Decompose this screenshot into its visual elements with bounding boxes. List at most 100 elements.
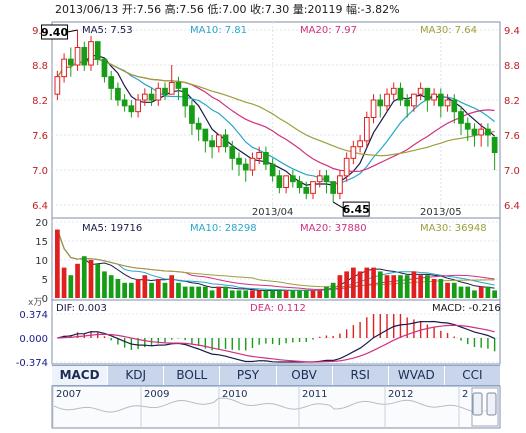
volume-bar [236, 290, 242, 298]
volume-bar [115, 279, 121, 298]
volume-y-ticks: 20 15 10 5 0 [35, 218, 48, 305]
overview-line [53, 397, 495, 413]
volume-bar [88, 260, 94, 298]
candle-body [209, 140, 215, 148]
tab-wvad[interactable]: WVAD [389, 366, 445, 385]
overview-path [53, 397, 495, 413]
overview-year-label: 2 [462, 389, 468, 400]
candle-body [404, 99, 411, 107]
tab-cci[interactable]: CCI [462, 368, 483, 382]
header-low: 7.00 [222, 3, 247, 16]
candle-body [350, 146, 357, 159]
low-marker: 6.45 [332, 201, 370, 217]
volume-bar [256, 290, 262, 298]
header-change: -3.82% [361, 3, 400, 16]
candle-body [491, 136, 498, 153]
tab-obv[interactable]: OBV [277, 366, 333, 385]
candle-body [464, 122, 471, 130]
volume-bar [297, 290, 302, 298]
volume-bar [277, 290, 282, 298]
candle-body [437, 93, 444, 107]
price-tick-right: 8.2 [504, 96, 520, 107]
overview-handle-right[interactable] [486, 392, 497, 416]
volume-tick: 20 [35, 218, 48, 229]
candle-body [61, 58, 67, 78]
volume-bar [95, 263, 101, 298]
tab-kdj[interactable]: KDJ [108, 366, 165, 385]
volume-bar [425, 275, 430, 298]
candle-body [411, 93, 417, 107]
volume-bar [337, 275, 343, 298]
price-tick-right: 6.4 [504, 201, 520, 212]
overview-year-label: 2011 [302, 389, 327, 400]
candle-body [269, 163, 276, 177]
candle-body [377, 99, 384, 107]
overview-handle[interactable] [471, 387, 499, 427]
candle-body [155, 87, 162, 101]
tab-psy[interactable]: PSY [220, 366, 277, 385]
header-volume-label: 量: [293, 3, 308, 16]
price-candles [54, 30, 498, 203]
volume-bar [122, 282, 127, 298]
price-tick-right: 9.4 [504, 26, 520, 37]
volume-tick: 10 [35, 256, 48, 267]
header-date: 2013/06/13 [55, 3, 118, 16]
candle-body [357, 140, 363, 148]
volume-ma-legend-item: MA10: 28298 [190, 223, 257, 234]
header-close-label: 收: [250, 2, 265, 16]
price-ma-line [56, 58, 495, 184]
macd-tick: 0.000 [19, 334, 48, 345]
tab-macd[interactable]: MACD [52, 366, 109, 385]
volume-bar [229, 290, 235, 298]
overview-year-label: 2012 [388, 389, 413, 400]
volume-bar [68, 275, 74, 298]
overview-handle-left[interactable] [472, 392, 483, 416]
price-tick-left: 6.4 [32, 201, 48, 212]
volume-bar [310, 290, 316, 298]
candle-body [115, 87, 121, 101]
price-tick-right: 8.8 [504, 61, 520, 72]
price-ma-legend-item: MA10: 7.81 [190, 25, 247, 36]
candle-body [256, 152, 263, 159]
price-panel [51, 21, 501, 219]
volume-bar [223, 286, 228, 298]
volume-bar [129, 282, 134, 298]
candle-body [128, 105, 135, 113]
volume-ma-legend-item: MA30: 36948 [420, 223, 487, 234]
volume-bar [155, 279, 161, 298]
tab-rsi[interactable]: RSI [333, 366, 389, 385]
candle-body [276, 175, 283, 188]
candle-body [424, 87, 431, 101]
header-change-label: 幅: [346, 3, 361, 16]
tab-boll[interactable]: BOLL [164, 366, 221, 385]
volume-bar [55, 229, 60, 298]
price-ma-legend-item: MA30: 7.64 [420, 25, 477, 36]
candle-body [431, 93, 437, 101]
price-tick-left: 7.6 [32, 131, 48, 142]
candle-body [283, 175, 289, 188]
overview-year-label: 2010 [222, 389, 247, 400]
candle-body [135, 99, 141, 113]
price-ma-line [56, 58, 495, 157]
price-tick-left: 7.0 [32, 166, 48, 177]
volume-bar [75, 263, 80, 298]
volume-tick: 15 [35, 237, 48, 248]
candle-body [148, 93, 155, 101]
volume-bar [351, 267, 356, 298]
overview-panel[interactable] [51, 385, 501, 429]
volume-bar [371, 267, 376, 298]
candle-body [330, 181, 337, 194]
candle-body [195, 122, 202, 130]
volume-bar [485, 286, 491, 298]
candle-body [451, 99, 458, 113]
macd-y-ticks: 0.374 0.000 -0.374 [16, 310, 48, 369]
volume-bar [324, 286, 329, 298]
candle-body [485, 128, 491, 136]
candle-body [182, 87, 189, 107]
candle-body [263, 152, 269, 165]
price-x-tick: 2013/04 [252, 207, 294, 218]
macd-label: MACD: -0.216 [432, 303, 501, 314]
volume-bar [317, 290, 323, 298]
volume-bar [216, 286, 222, 298]
